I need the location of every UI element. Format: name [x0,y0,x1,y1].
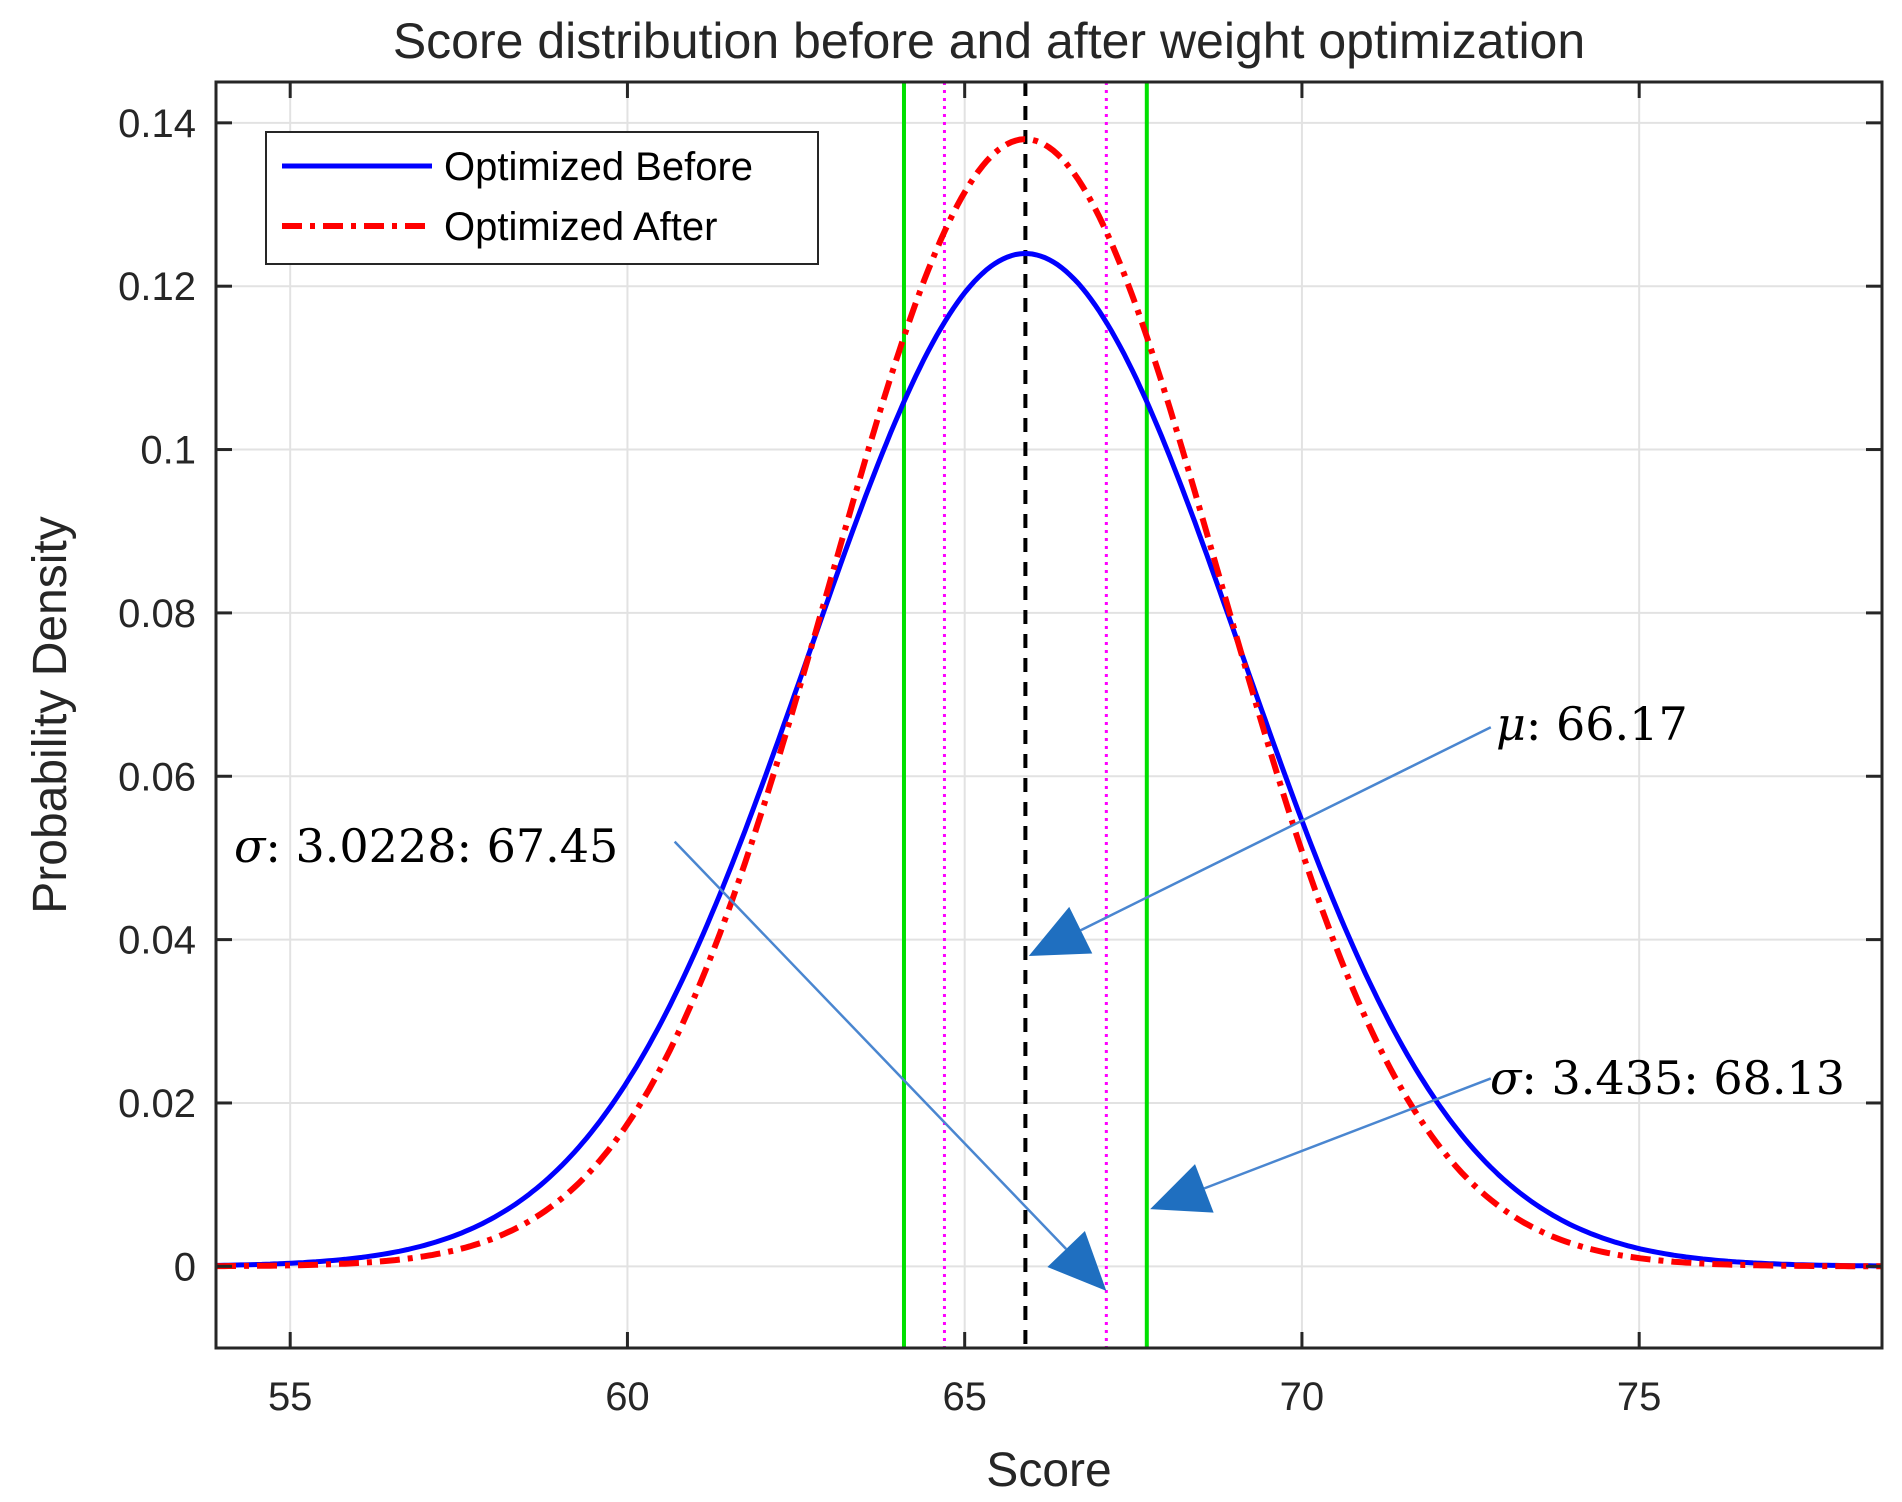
x-tick-label: 65 [942,1375,987,1419]
x-tick-label: 60 [605,1375,650,1419]
chart-title: Score distribution before and after weig… [393,13,1585,69]
arrow-sigma-left [673,840,1068,1250]
arrowhead-sigma-right [1150,1164,1214,1213]
annotation-sigma-left-value: : 3.0228: 67.45 [265,819,618,873]
reference-lines [901,82,1149,1348]
arrowhead-sigma-left [1047,1230,1107,1291]
x-axis-label: Score [986,1444,1111,1497]
y-axis-label: Probability Density [24,516,77,914]
series-line-optimized-before [216,250,1882,1269]
x-tick-label: 70 [1280,1375,1325,1419]
y-tick-label: 0.12 [118,265,196,309]
y-tick-label: 0.06 [118,755,196,799]
plot-area [216,82,1882,1348]
series-line-optimized-after [216,136,1882,1270]
annotation-sigma-left-symbol: σ [234,819,267,873]
annotation-mu-symbol: μ [1496,697,1526,751]
annotation-sigma-right-symbol: σ [1490,1051,1523,1105]
axes-box [214,80,1884,1350]
annotation-mu-value: : 66.17 [1526,697,1688,751]
y-tick-label: 0.08 [118,592,196,636]
x-tick-label: 55 [268,1375,313,1419]
x-tick-label: 75 [1617,1375,1662,1419]
y-tick-label: 0.04 [118,919,196,963]
y-tick-label: 0.1 [140,429,196,473]
legend: Optimized Before Optimized After [265,131,819,265]
ticks: 55 60 65 70 75 0 0.02 0.04 0.06 0.08 0.1 0.12 0.14 [118,82,1882,1419]
arrow-sigma-right [1203,1077,1492,1190]
y-tick-label: 0.14 [118,102,196,146]
annotation-sigma-right: σ: 3.435: 68.13 [1490,1051,1845,1105]
series-lines [216,136,1882,1270]
legend-box [265,131,819,265]
arrow-mu [1080,726,1492,932]
annotation-sigma-left: σ: 3.0228: 67.45 [234,819,618,873]
legend-label-optimized-before: Optimized Before [444,145,753,189]
y-tick-label: 0 [174,1245,196,1289]
arrowhead-mu [1028,906,1093,956]
y-tick-label: 0.02 [118,1082,196,1126]
annotation-arrows [673,726,1492,1291]
annotation-mu: μ: 66.17 [1496,697,1688,751]
legend-label-optimized-after: Optimized After [444,205,717,249]
annotation-sigma-right-value: : 3.435: 68.13 [1521,1051,1845,1105]
